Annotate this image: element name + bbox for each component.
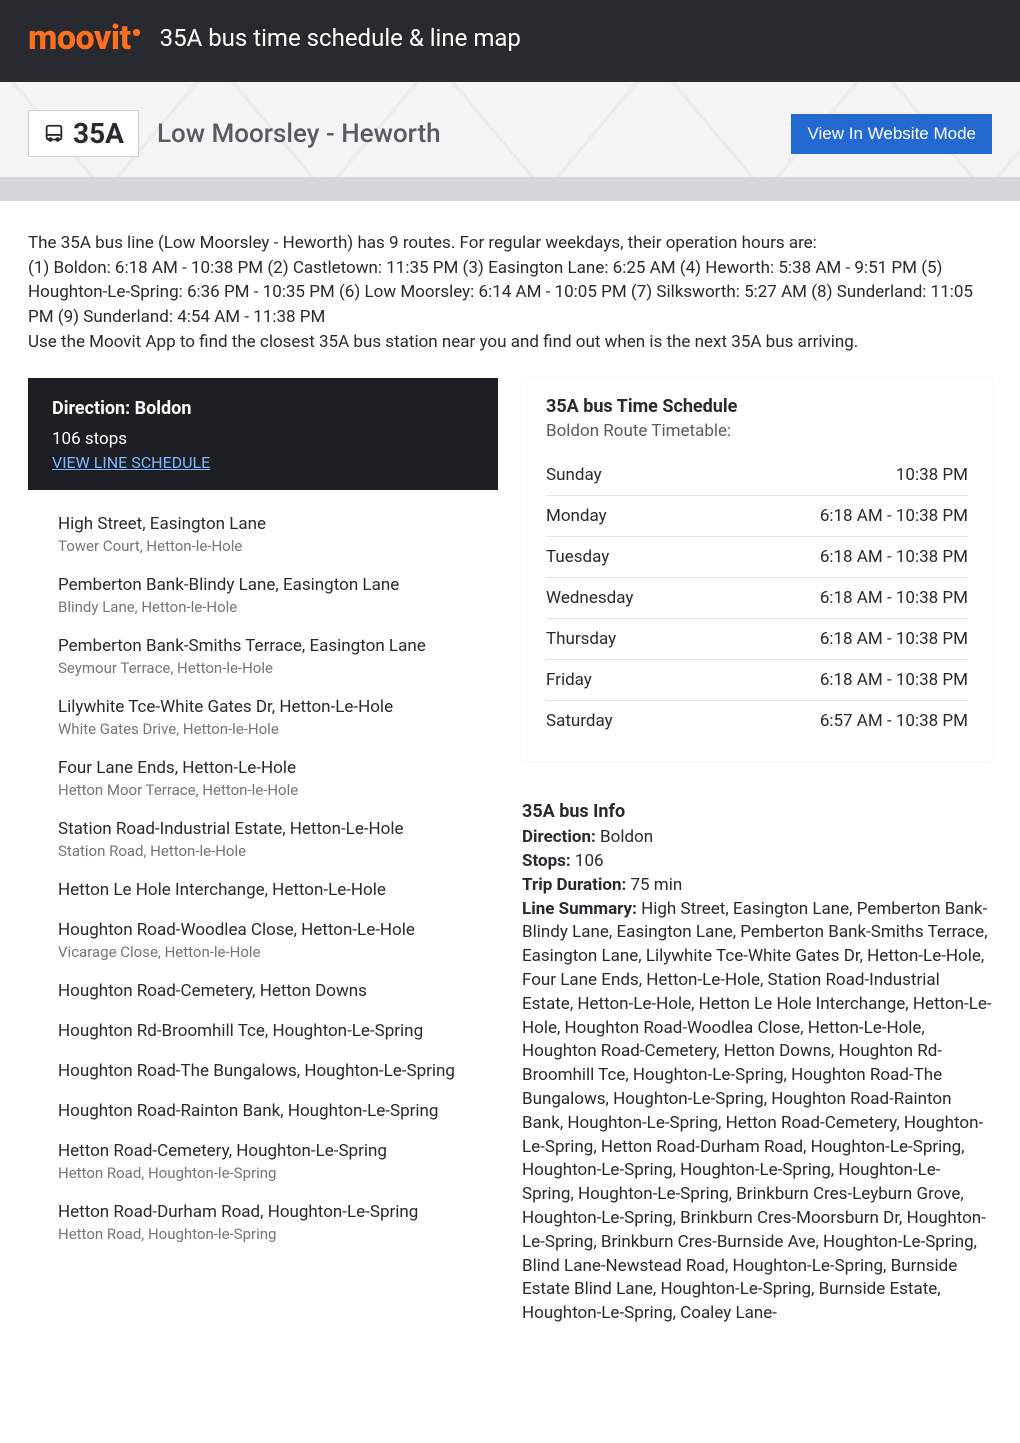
stop-item[interactable]: Four Lane Ends, Hetton-Le-Hole Hetton Moo… <box>58 758 474 799</box>
stop-name: Station Road-Industrial Estate, Hetton-L… <box>58 819 474 839</box>
schedule-row: Tuesday 6:18 AM - 10:38 PM <box>546 537 968 578</box>
stop-name: Pemberton Bank-Smiths Terrace, Easington… <box>58 636 474 656</box>
schedule-subtitle: Boldon Route Timetable: <box>546 421 968 441</box>
route-number: 35A <box>73 117 124 150</box>
hero-section: 35A Low Moorsley - Heworth View In Websi… <box>0 82 1020 177</box>
schedule-time: 6:57 AM - 10:38 PM <box>820 711 968 731</box>
stop-item[interactable]: Station Road-Industrial Estate, Hetton-L… <box>58 819 474 860</box>
stop-name: Houghton Road-Woodlea Close, Hetton-Le-H… <box>58 920 474 940</box>
schedule-row: Wednesday 6:18 AM - 10:38 PM <box>546 578 968 619</box>
schedule-row: Monday 6:18 AM - 10:38 PM <box>546 496 968 537</box>
view-line-schedule-link[interactable]: VIEW LINE SCHEDULE <box>52 453 210 472</box>
stop-item[interactable]: Houghton Road-Cemetery, Hetton Downs <box>58 981 474 1001</box>
stop-sublabel: Hetton Road, Houghton-le-Spring <box>58 1225 474 1243</box>
stop-item[interactable]: Hetton Road-Durham Road, Houghton-Le-Spr… <box>58 1202 474 1243</box>
view-website-mode-button[interactable]: View In Website Mode <box>791 114 992 154</box>
schedule-title: 35A bus Time Schedule <box>546 396 968 417</box>
stop-name: Houghton Road-Cemetery, Hetton Downs <box>58 981 474 1001</box>
brand-logo[interactable]: moovit <box>28 18 140 58</box>
stop-sublabel: Hetton Moor Terrace, Hetton-le-Hole <box>58 781 474 799</box>
stop-item[interactable]: Pemberton Bank-Smiths Terrace, Easington… <box>58 636 474 677</box>
left-column: Direction: Boldon 106 stops VIEW LINE SC… <box>28 378 498 1263</box>
stop-item[interactable]: Lilywhite Tce-White Gates Dr, Hetton-Le-… <box>58 697 474 738</box>
schedule-row: Thursday 6:18 AM - 10:38 PM <box>546 619 968 660</box>
schedule-day: Thursday <box>546 629 616 649</box>
schedule-card: 35A bus Time Schedule Boldon Route Timet… <box>522 378 992 761</box>
stop-name: Houghton Road-Rainton Bank, Houghton-Le-… <box>58 1101 474 1121</box>
top-bar: moovit 35A bus time schedule & line map <box>0 0 1020 82</box>
schedule-day: Wednesday <box>546 588 633 608</box>
schedule-rows: Sunday10:38 PMMonday6:18 AM - 10:38 PMTu… <box>546 455 968 741</box>
page-title: 35A bus time schedule & line map <box>160 24 521 52</box>
schedule-row: Friday 6:18 AM - 10:38 PM <box>546 660 968 701</box>
schedule-day: Sunday <box>546 465 602 485</box>
info-summary-value: High Street, Easington Lane, Pemberton B… <box>522 899 992 1324</box>
schedule-time: 10:38 PM <box>896 465 968 485</box>
schedule-time: 6:18 AM - 10:38 PM <box>820 547 968 567</box>
stop-item[interactable]: Hetton Road-Cemetery, Houghton-Le-Spring… <box>58 1141 474 1182</box>
info-stops-label: Stops: <box>522 851 571 871</box>
info-block: 35A bus Info Direction: Boldon Stops: 10… <box>522 801 992 1326</box>
info-body: Direction: Boldon Stops: 106 Trip Durati… <box>522 826 992 1326</box>
direction-label: Direction: Boldon <box>52 398 474 419</box>
main-content: Direction: Boldon 106 stops VIEW LINE SC… <box>0 378 1020 1356</box>
stop-item[interactable]: Houghton Road-The Bungalows, Houghton-Le… <box>58 1061 474 1081</box>
stop-name: Four Lane Ends, Hetton-Le-Hole <box>58 758 474 778</box>
brand-name: moovit <box>28 18 131 58</box>
stop-name: Houghton Road-The Bungalows, Houghton-Le… <box>58 1061 474 1081</box>
info-duration-label: Trip Duration: <box>522 875 626 895</box>
route-name: Low Moorsley - Heworth <box>157 119 441 149</box>
schedule-time: 6:18 AM - 10:38 PM <box>820 506 968 526</box>
schedule-day: Tuesday <box>546 547 609 567</box>
right-column: 35A bus Time Schedule Boldon Route Timet… <box>522 378 992 1326</box>
schedule-day: Friday <box>546 670 592 690</box>
logo-dot-icon <box>133 29 140 36</box>
schedule-time: 6:18 AM - 10:38 PM <box>820 629 968 649</box>
stops-list: High Street, Easington Lane Tower Court, … <box>28 490 498 1243</box>
info-direction-label: Direction: <box>522 827 596 847</box>
stop-sublabel: Vicarage Close, Hetton-le-Hole <box>58 943 474 961</box>
schedule-time: 6:18 AM - 10:38 PM <box>820 670 968 690</box>
schedule-row: Saturday 6:57 AM - 10:38 PM <box>546 701 968 741</box>
stop-item[interactable]: Pemberton Bank-Blindy Lane, Easington La… <box>58 575 474 616</box>
stops-count: 106 stops <box>52 429 474 449</box>
stop-name: High Street, Easington Lane <box>58 514 474 534</box>
schedule-day: Saturday <box>546 711 613 731</box>
schedule-row: Sunday 10:38 PM <box>546 455 968 496</box>
stop-sublabel: Seymour Terrace, Hetton-le-Hole <box>58 659 474 677</box>
stop-sublabel: Station Road, Hetton-le-Hole <box>58 842 474 860</box>
route-badge: 35A <box>28 110 139 157</box>
direction-box: Direction: Boldon 106 stops VIEW LINE SC… <box>28 378 498 490</box>
stop-name: Hetton Le Hole Interchange, Hetton-Le-Ho… <box>58 880 474 900</box>
stop-sublabel: Hetton Road, Houghton-le-Spring <box>58 1164 474 1182</box>
stop-name: Lilywhite Tce-White Gates Dr, Hetton-Le-… <box>58 697 474 717</box>
stop-item[interactable]: Houghton Road-Rainton Bank, Houghton-Le-… <box>58 1101 474 1121</box>
schedule-day: Monday <box>546 506 607 526</box>
stop-sublabel: White Gates Drive, Hetton-le-Hole <box>58 720 474 738</box>
schedule-time: 6:18 AM - 10:38 PM <box>820 588 968 608</box>
stop-name: Hetton Road-Durham Road, Houghton-Le-Spr… <box>58 1202 474 1222</box>
info-direction-value: Boldon <box>596 827 653 847</box>
stop-item[interactable]: Hetton Le Hole Interchange, Hetton-Le-Ho… <box>58 880 474 900</box>
stop-name: Houghton Rd-Broomhill Tce, Houghton-Le-S… <box>58 1021 474 1041</box>
intro-line-2: (1) Boldon: 6:18 AM - 10:38 PM (2) Castl… <box>28 256 992 330</box>
stop-item[interactable]: Houghton Rd-Broomhill Tce, Houghton-Le-S… <box>58 1021 474 1041</box>
stop-sublabel: Blindy Lane, Hetton-le-Hole <box>58 598 474 616</box>
stop-sublabel: Tower Court, Hetton-le-Hole <box>58 537 474 555</box>
stop-item[interactable]: High Street, Easington Lane Tower Court, … <box>58 514 474 555</box>
info-stops-value: 106 <box>571 851 604 871</box>
gray-strip <box>0 177 1020 201</box>
hero-left: 35A Low Moorsley - Heworth <box>28 110 441 157</box>
info-duration-value: 75 min <box>626 875 682 895</box>
intro-text: The 35A bus line (Low Moorsley - Heworth… <box>0 201 1020 378</box>
bus-icon <box>43 123 65 145</box>
stop-name: Hetton Road-Cemetery, Houghton-Le-Spring <box>58 1141 474 1161</box>
intro-line-1: The 35A bus line (Low Moorsley - Heworth… <box>28 231 992 256</box>
stop-name: Pemberton Bank-Blindy Lane, Easington La… <box>58 575 474 595</box>
stop-item[interactable]: Houghton Road-Woodlea Close, Hetton-Le-H… <box>58 920 474 961</box>
info-summary-label: Line Summary: <box>522 899 637 919</box>
intro-line-3: Use the Moovit App to find the closest 3… <box>28 330 992 355</box>
info-title: 35A bus Info <box>522 801 992 822</box>
